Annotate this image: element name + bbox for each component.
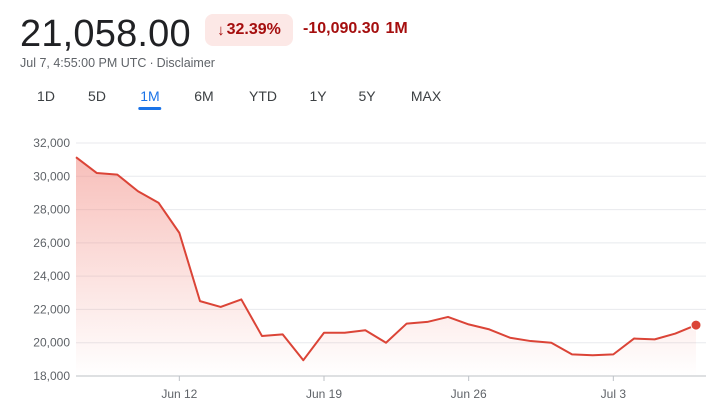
- period-label: 1M: [385, 20, 408, 37]
- price-area: [76, 157, 696, 376]
- tab-1m[interactable]: 1M: [138, 88, 163, 110]
- tab-5d[interactable]: 5D: [88, 88, 106, 104]
- tab-max[interactable]: MAX: [410, 88, 442, 104]
- y-tick-label: 22,000: [33, 302, 70, 316]
- y-tick-label: 18,000: [33, 369, 70, 383]
- tab-6m[interactable]: 6M: [194, 88, 214, 104]
- timestamp: Jul 7, 4:55:00 PM UTC: [20, 56, 147, 70]
- range-tabs: 1D 5D 1M 6M YTD 1Y 5Y MAX: [0, 88, 722, 118]
- percent-change-value: 32.39%: [226, 21, 281, 38]
- timestamp-line: Jul 7, 4:55:00 PM UTC · Disclaimer: [20, 56, 215, 70]
- x-tick-label: Jun 19: [306, 387, 342, 401]
- price-line: [75, 156, 697, 362]
- separator: ·: [149, 56, 154, 70]
- x-tick-label: Jun 26: [451, 387, 487, 401]
- tab-5y[interactable]: 5Y: [358, 88, 376, 104]
- y-tick-label: 32,000: [33, 136, 70, 150]
- tab-ytd[interactable]: YTD: [249, 88, 277, 104]
- disclaimer-link[interactable]: Disclaimer: [156, 56, 215, 70]
- percent-change-badge: ↓ 32.39%: [205, 14, 293, 46]
- arrow-down-icon: ↓: [217, 21, 225, 39]
- y-tick-label: 26,000: [33, 236, 70, 250]
- absolute-change-value: -10,090.30: [303, 20, 380, 37]
- x-tick-label: Jul 3: [601, 387, 627, 401]
- current-price: 21,058.00: [20, 13, 191, 55]
- x-tick-label: Jun 12: [161, 387, 197, 401]
- y-tick-label: 24,000: [33, 269, 70, 283]
- y-tick-label: 30,000: [33, 169, 70, 183]
- absolute-change: -10,090.30 1M: [303, 20, 408, 38]
- tab-1d[interactable]: 1D: [37, 88, 55, 104]
- y-tick-label: 20,000: [33, 336, 70, 350]
- current-point-marker: [690, 319, 702, 331]
- tab-1y[interactable]: 1Y: [309, 88, 327, 104]
- y-tick-label: 28,000: [33, 203, 70, 217]
